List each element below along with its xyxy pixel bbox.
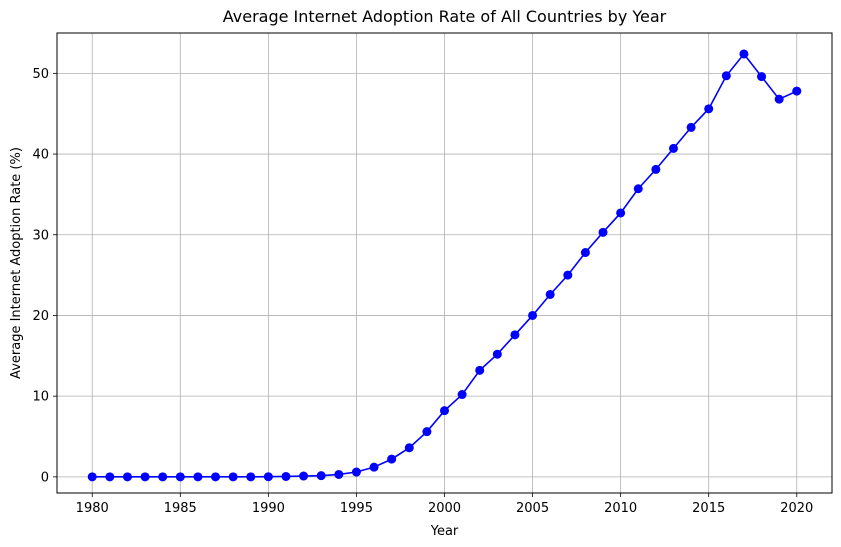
data-point	[580, 248, 590, 258]
data-point	[792, 86, 802, 96]
data-point	[440, 406, 449, 416]
data-point	[158, 472, 168, 482]
data-point	[263, 472, 273, 482]
x-tick-label: 2005	[516, 501, 549, 516]
x-tick-label: 1995	[340, 501, 373, 516]
data-point	[757, 72, 767, 82]
data-point	[122, 472, 132, 482]
data-point	[228, 472, 238, 482]
y-tick-label: 10	[32, 390, 49, 405]
y-axis-ticks: 0 10 20 30 40 50	[32, 67, 57, 485]
x-axis-ticks: 1980 1985 1990 1995 2000 2005 2010 2015 2020	[76, 493, 813, 516]
data-point	[404, 443, 414, 453]
data-point	[528, 310, 538, 320]
data-point	[739, 49, 749, 59]
x-tick-label: 2020	[780, 501, 813, 516]
data-point	[616, 208, 626, 218]
data-point	[492, 349, 502, 359]
data-markers	[87, 49, 802, 482]
data-point	[633, 184, 643, 194]
data-point	[422, 427, 432, 437]
y-tick-label: 30	[32, 228, 49, 243]
data-point	[721, 71, 731, 81]
data-point	[651, 164, 661, 174]
data-point	[704, 104, 714, 114]
chart-title: Average Internet Adoption Rate of All Co…	[223, 7, 667, 26]
data-point	[369, 462, 379, 472]
x-tick-label: 2010	[604, 501, 637, 516]
x-tick-label: 1985	[164, 501, 197, 516]
x-tick-label: 1990	[252, 501, 285, 516]
data-point	[387, 454, 397, 464]
y-axis-label: Average Internet Adoption Rate (%)	[9, 147, 24, 379]
x-tick-label: 2015	[692, 501, 725, 516]
y-tick-label: 50	[32, 67, 49, 82]
data-point	[668, 143, 678, 153]
grid-lines	[57, 33, 832, 493]
y-tick-label: 0	[41, 470, 49, 485]
data-point	[475, 365, 485, 375]
data-point	[598, 227, 608, 237]
data-point	[193, 472, 203, 482]
data-point	[175, 472, 185, 482]
data-point	[105, 472, 115, 482]
data-point	[299, 471, 309, 481]
plot-frame	[56, 32, 833, 494]
data-point	[140, 472, 150, 482]
data-point	[316, 471, 326, 481]
x-tick-label: 1980	[76, 501, 109, 516]
data-point	[774, 94, 784, 104]
data-point	[563, 270, 573, 280]
data-point	[510, 330, 520, 340]
data-point	[334, 469, 344, 479]
data-point	[457, 390, 467, 400]
data-point	[87, 472, 97, 482]
x-axis-label: Year	[430, 524, 459, 539]
data-point	[246, 472, 256, 482]
x-tick-label: 2000	[428, 501, 461, 516]
data-point	[351, 467, 361, 477]
y-tick-label: 40	[32, 148, 49, 163]
data-point	[281, 471, 291, 481]
data-point	[211, 472, 221, 482]
data-point	[686, 122, 696, 132]
data-point	[545, 289, 555, 299]
y-tick-label: 20	[32, 309, 49, 324]
